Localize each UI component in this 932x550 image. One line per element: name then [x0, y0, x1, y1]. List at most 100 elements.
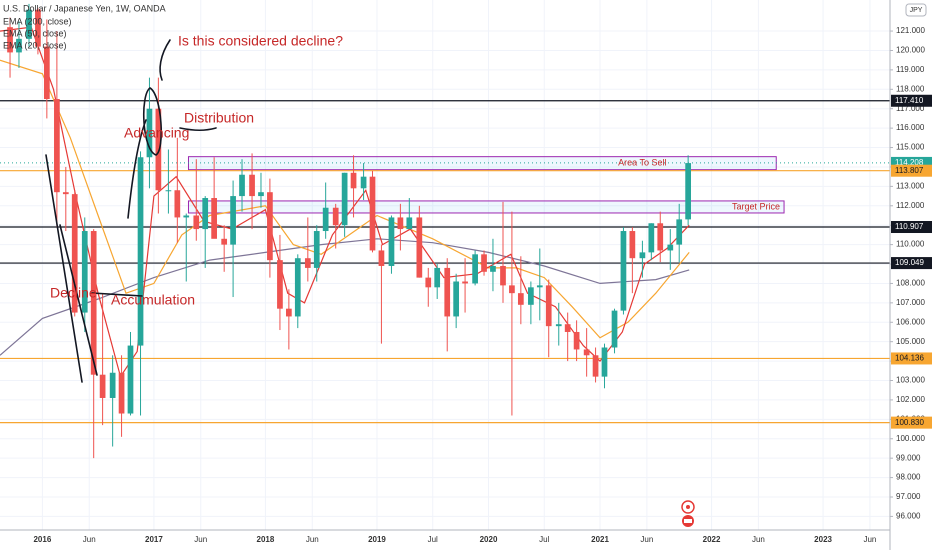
candle-body: [137, 157, 144, 346]
candle-body: [16, 38, 22, 53]
x-tick-label: Jul: [539, 535, 549, 544]
y-tick-label: 96.000: [896, 512, 921, 521]
zone-label: Area To Sell: [618, 158, 666, 168]
y-tick-label: 119.000: [896, 65, 925, 74]
candle-body: [360, 176, 367, 189]
drawings: [45, 39, 217, 383]
zone-label: Target Price: [732, 201, 780, 211]
zone: [187, 200, 785, 214]
price-label: 117.410: [895, 96, 924, 105]
candle-body: [286, 308, 292, 317]
stroke: [179, 127, 217, 132]
candle-body: [71, 194, 78, 313]
candle-body: [294, 258, 301, 317]
stroke: [59, 224, 98, 376]
candle-body: [322, 207, 329, 232]
candle-body: [583, 349, 590, 356]
candle-body: [536, 285, 543, 288]
candle-body: [601, 347, 608, 377]
x-tick-label: 2020: [480, 535, 498, 544]
candle-body: [397, 217, 404, 230]
candle-body: [304, 258, 311, 268]
x-tick-label: 2022: [703, 535, 721, 544]
candle-body: [7, 27, 13, 53]
x-tick-label: Jun: [306, 535, 319, 544]
candle-body: [620, 231, 627, 311]
annotation: Distribution: [184, 110, 254, 126]
axes: 96.00097.00098.00099.000100.000101.00010…: [33, 26, 932, 544]
y-tick-label: 116.000: [896, 123, 925, 132]
candle-body: [165, 190, 172, 192]
x-tick-label: Jun: [640, 535, 653, 544]
y-tick-label: 97.000: [896, 492, 921, 501]
candle-body: [43, 46, 50, 100]
y-tick-label: 110.000: [896, 240, 925, 249]
candle-body: [118, 372, 125, 414]
candle-body: [416, 217, 423, 278]
candle-body: [211, 198, 217, 239]
x-tick-label: Jun: [83, 535, 96, 544]
event-icon-dot: [686, 505, 690, 509]
event-icons: [681, 500, 695, 527]
candle-body: [146, 108, 153, 158]
annotation: Is this considered decline?: [178, 33, 343, 49]
y-tick-label: 118.000: [896, 84, 925, 93]
chart-title: U.S. Dollar / Japanese Yen, 1W, OANDA: [3, 3, 166, 13]
price-label-bg: [891, 257, 932, 270]
stroke: [91, 292, 143, 297]
currency-badge: [905, 3, 927, 17]
candle-body: [249, 174, 255, 197]
y-tick-label: 105.000: [896, 337, 925, 346]
annotation: Decline: [50, 285, 97, 301]
y-tick-label: 115.000: [896, 143, 925, 152]
x-tick-label: Jun: [752, 535, 765, 544]
event-icon-flag: [684, 519, 692, 523]
y-tick-label: 106.000: [896, 317, 925, 326]
candle-body: [425, 277, 432, 288]
y-tick-label: 112.000: [896, 201, 925, 210]
y-tick-label: 121.000: [896, 26, 925, 35]
stroke: [45, 154, 83, 383]
candle-body: [350, 172, 357, 189]
candle-body: [313, 231, 320, 268]
candle-body: [127, 345, 134, 414]
y-tick-label: 102.000: [896, 395, 925, 404]
plot-area: [0, 3, 890, 459]
candle-body: [183, 215, 190, 218]
indicator-label: EMA (200, close): [3, 16, 72, 26]
candle-body: [258, 192, 264, 197]
candle-body: [564, 324, 571, 332]
x-tick-label: 2023: [814, 535, 832, 544]
candle-body: [81, 231, 88, 313]
price-label: 100.830: [895, 418, 924, 427]
y-tick-label: 99.000: [896, 453, 921, 462]
y-tick-label: 107.000: [896, 298, 925, 307]
candle-body: [388, 217, 395, 266]
x-tick-label: 2021: [591, 535, 609, 544]
candle-body: [490, 265, 496, 272]
y-tick-label: 100.000: [896, 434, 925, 443]
candle-body: [592, 355, 599, 377]
annotation: Advancing: [124, 125, 189, 141]
grid: [0, 0, 890, 530]
candle-body: [90, 231, 97, 375]
stroke: [127, 119, 147, 219]
candle-body: [667, 244, 674, 251]
x-tick-label: Jun: [194, 535, 207, 544]
candle-body: [472, 254, 478, 284]
price-label: 114.208: [895, 158, 924, 167]
candle-body: [629, 231, 636, 259]
candle-body: [239, 174, 245, 197]
candle-body: [99, 374, 106, 398]
price-label-bg: [891, 352, 932, 365]
x-tick-label: 2016: [33, 535, 51, 544]
indicator-label: EMA (50, close): [3, 28, 67, 38]
price-label-bg: [891, 164, 932, 177]
candle-body: [509, 285, 515, 294]
candle-body: [639, 252, 646, 259]
price-label-bg: [891, 221, 932, 234]
candle-body: [434, 267, 441, 288]
candle-body: [648, 223, 655, 253]
price-label: 104.136: [895, 354, 924, 363]
candle-body: [174, 190, 181, 218]
